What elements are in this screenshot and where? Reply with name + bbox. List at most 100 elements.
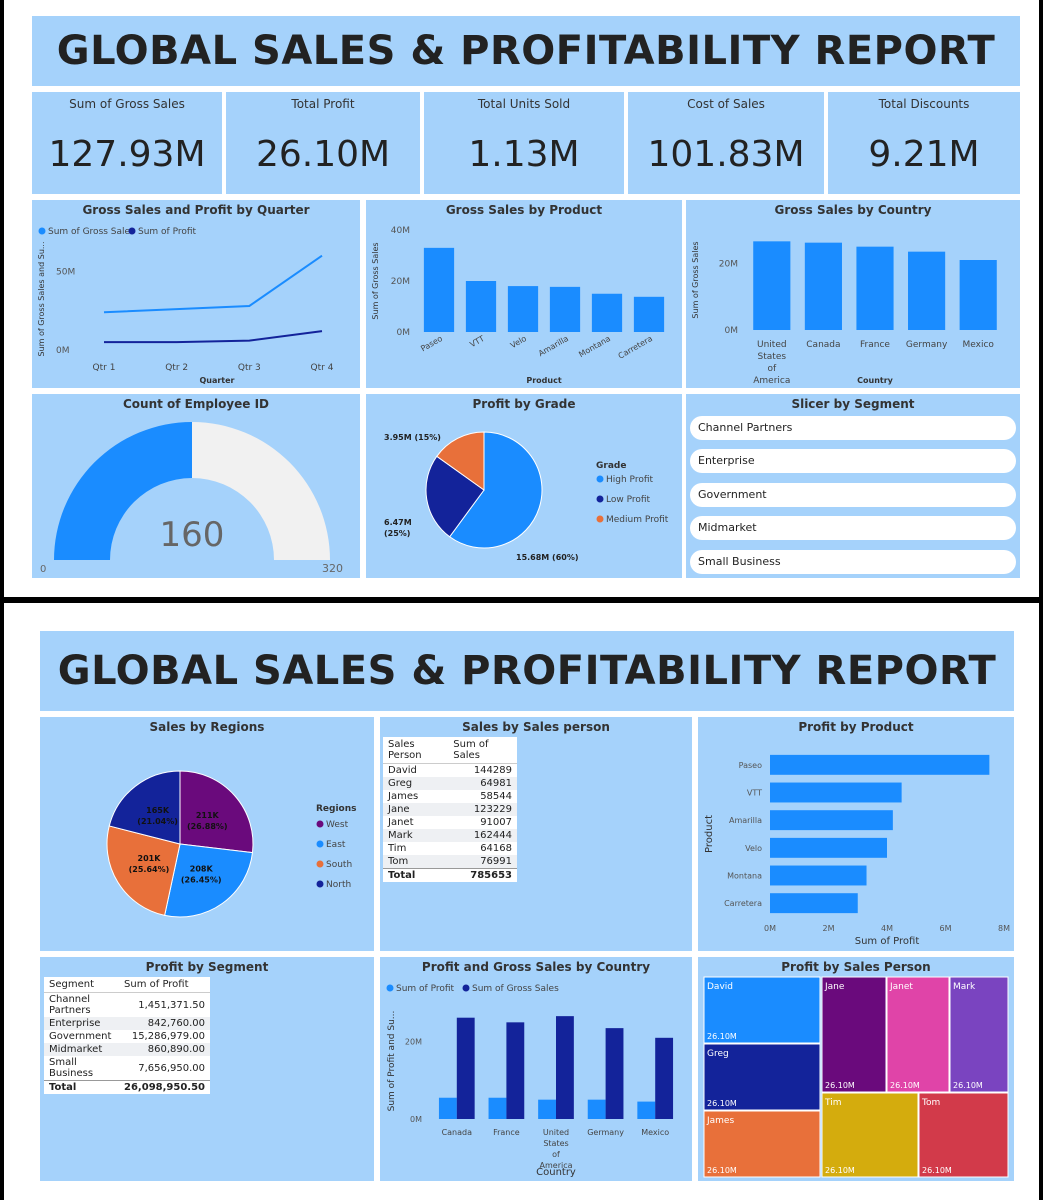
legend-marker [128,227,136,235]
slicer-item-enterprise[interactable]: Enterprise [690,449,1016,473]
legend-label: East [326,840,346,850]
y-tick-label: 0M [410,1115,422,1124]
x-tick-label: 8M [998,924,1010,933]
bar [770,865,867,886]
y-axis-label: Sum of Gross Sales [371,242,380,319]
y-tick-label: 40M [391,226,410,236]
cell-value: 162444 [448,829,517,842]
treemap-tile-tim [821,1092,919,1178]
bar [465,281,497,332]
gauge-track [192,422,330,560]
x-tick-label: Qtr 3 [238,363,261,373]
legend-marker [462,984,470,992]
slicer-item-government[interactable]: Government [690,483,1016,507]
table-row: James 58544 [383,790,517,803]
y-axis-label: Sum of Gross Sales and Su... [37,241,46,356]
gauge-svg: 160 0 320 [40,422,343,575]
treemap-value: 26.10M [707,1032,737,1041]
bar-profit [488,1097,507,1119]
table-row: Government 15,286,979.00 [44,1030,210,1043]
bar [770,754,990,775]
bar [770,837,887,858]
table-total-row: Total 785653 [383,868,517,882]
legend-marker [596,515,604,523]
legend-label: Medium Profit [606,515,669,525]
treemap-tile-tom [918,1092,1009,1178]
pie-slice [448,431,543,549]
treemap-tile-jane [821,976,887,1093]
cell-value: 860,890.00 [119,1043,210,1056]
treemap-value: 26.10M [825,1081,855,1090]
y-tick-label: VTT [747,789,762,798]
table-row: Small Business 7,656,950.00 [44,1056,210,1081]
treemap-label: Mark [953,982,976,992]
treemap-label: Greg [707,1049,729,1059]
cell-name: Midmarket [44,1043,120,1056]
x-tick-label: United States of America [753,340,790,386]
treemap-label: David [707,982,733,992]
bar-profit [637,1101,656,1119]
cell-name: Mark [383,829,449,842]
bar [423,247,455,332]
x-tick-label: Mexico [962,340,994,350]
legend-title: Grade [596,461,626,471]
chart-profit-by-sales-person: Profit by Sales Person David 26.10M Greg 26… [698,957,1014,1181]
column-header[interactable]: Sum of Sales [448,737,517,764]
cell-value: 842,760.00 [119,1017,210,1030]
column-header[interactable]: Segment [44,977,120,993]
kpi-value: 101.83M [647,134,805,175]
chart-gross-sales-country: Gross Sales by Country 0M 20M United States… [686,200,1020,388]
bar [770,782,902,803]
table-row: Tim 64168 [383,842,517,855]
kpi-value: 26.10M [255,134,391,175]
kpi-label: Sum of Gross Sales [69,97,185,111]
bar-gross-sales [456,1017,475,1119]
table-row: Mark 162444 [383,829,517,842]
kpi-total-profit: Total Profit 26.10M [226,92,420,194]
bar-chart-svg: 0M 20M 40M Paseo VTT Velo Amarilla Montana Carre… [371,226,665,385]
column-header[interactable]: Sales Person [383,737,449,764]
cell-value: 64981 [448,777,517,790]
segment-table: Segment Sum of Profit Channel Partners 1,… [44,977,210,1094]
slicer-item-midmarket[interactable]: Midmarket [690,516,1016,540]
series-line-gross-sales [103,254,323,314]
report-title-banner: GLOBAL SALES & PROFITABILITY REPORT [32,16,1020,86]
treemap-label: Janet [889,982,913,992]
bar [507,286,539,332]
treemap-label: Jane [824,982,845,992]
cell-total-label: Total [44,1080,120,1094]
bar-gross-sales [506,1022,525,1119]
chart-sales-by-regions: Sales by Regions 211K (26.88%) 208K (26.45%… [40,717,374,951]
chart-title: Profit by Sales Person [781,960,931,974]
y-tick-label: 20M [405,1038,422,1047]
slicer-item-channel-partners[interactable]: Channel Partners [690,416,1016,440]
bar-profit [587,1099,606,1119]
line-chart-svg: Sum of Gross Sales Sum of Profit 0M 50M Qtr … [37,227,334,385]
table-header-row: Segment Sum of Profit [44,977,210,993]
y-tick-label: 20M [391,277,410,287]
pie-data-label: 208K [190,865,214,874]
table-profit-by-segment: Profit by Segment Segment Sum of Profit … [40,957,374,1181]
cell-value: 76991 [448,855,517,869]
bar-gross-sales [556,1016,574,1119]
column-header[interactable]: Sum of Profit [119,977,210,993]
x-tick-label: Qtr 4 [311,363,334,373]
slicer-segment: Slicer by Segment Channel Partners Enter… [686,394,1020,578]
pie-data-label: 6.47M (25%) [384,518,412,538]
kpi-total-discounts: Total Discounts 9.21M [828,92,1020,194]
cell-value: 91007 [480,817,512,828]
x-tick-label: Germany [906,340,948,350]
y-tick-label: Paseo [739,761,762,770]
bar-chart-svg: 0M 20M United States of America Canada France Ge… [691,241,997,386]
treemap-value: 26.10M [707,1099,737,1108]
pie-slice [425,455,485,538]
pie-data-label: 165K [146,806,170,815]
x-tick-label: Montana [577,334,612,359]
treemap-tile-david [703,976,821,1044]
legend-label: Sum of Profit [138,227,197,237]
slicer-item-small-business[interactable]: Small Business [690,550,1016,574]
chart-title: Profit and Gross Sales by Country [421,960,651,974]
chart-profit-by-grade: Profit by Grade 15.68M (60%) 6.47M (25%) 3.… [366,394,682,578]
table-row: Tom 76991 [383,855,517,869]
x-tick-label: Velo [509,334,528,350]
